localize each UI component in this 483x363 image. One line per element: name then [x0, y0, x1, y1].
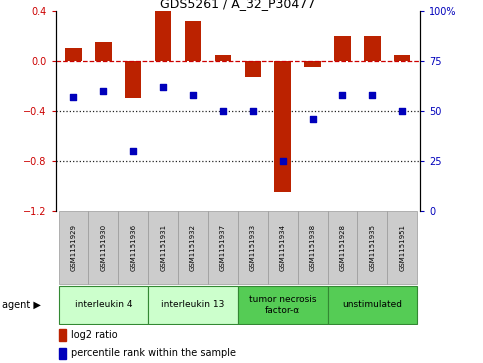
Bar	[148, 286, 238, 324]
Text: tumor necrosis
factor-α: tumor necrosis factor-α	[249, 295, 316, 315]
Bar	[304, 61, 321, 67]
Point	[279, 158, 286, 163]
Text: log2 ratio: log2 ratio	[71, 330, 118, 340]
Point	[249, 108, 256, 114]
Text: GSM1151930: GSM1151930	[100, 224, 106, 271]
Point	[309, 116, 316, 122]
Bar	[298, 211, 327, 284]
Text: GSM1151929: GSM1151929	[71, 224, 76, 271]
Text: interleukin 13: interleukin 13	[161, 301, 225, 309]
Text: GSM1151933: GSM1151933	[250, 224, 256, 271]
Bar	[274, 61, 291, 192]
Bar	[244, 61, 261, 77]
Bar	[95, 42, 112, 61]
Bar	[238, 211, 268, 284]
Text: GSM1151931: GSM1151931	[160, 224, 166, 271]
Text: unstimulated: unstimulated	[342, 301, 402, 309]
Point	[159, 84, 167, 90]
Bar	[58, 286, 148, 324]
Point	[189, 92, 197, 98]
Text: GSM1151936: GSM1151936	[130, 224, 136, 271]
Text: GSM1151928: GSM1151928	[340, 224, 345, 271]
Text: agent ▶: agent ▶	[2, 300, 41, 310]
Bar	[59, 330, 66, 341]
Bar	[238, 286, 327, 324]
Bar	[215, 54, 231, 61]
Text: GSM1151935: GSM1151935	[369, 224, 375, 271]
Text: GSM1151951: GSM1151951	[399, 224, 405, 271]
Text: GSM1151934: GSM1151934	[280, 224, 286, 271]
Bar	[364, 36, 381, 61]
Point	[398, 108, 406, 114]
Bar	[394, 54, 411, 61]
Bar	[387, 211, 417, 284]
Text: interleukin 4: interleukin 4	[74, 301, 132, 309]
Bar	[155, 11, 171, 61]
Bar	[178, 211, 208, 284]
Point	[129, 148, 137, 154]
Bar	[208, 211, 238, 284]
Text: GSM1151938: GSM1151938	[310, 224, 315, 271]
Bar	[327, 211, 357, 284]
Bar	[58, 211, 88, 284]
Bar	[88, 211, 118, 284]
Bar	[185, 21, 201, 61]
Bar	[65, 48, 82, 61]
Bar	[357, 211, 387, 284]
Point	[219, 108, 227, 114]
Title: GDS5261 / A_32_P30477: GDS5261 / A_32_P30477	[160, 0, 315, 10]
Point	[70, 94, 77, 100]
Bar	[125, 61, 142, 98]
Bar	[327, 286, 417, 324]
Point	[99, 88, 107, 94]
Text: GSM1151932: GSM1151932	[190, 224, 196, 271]
Point	[339, 92, 346, 98]
Bar	[268, 211, 298, 284]
Bar	[334, 36, 351, 61]
Point	[369, 92, 376, 98]
Bar	[148, 211, 178, 284]
Bar	[59, 348, 66, 359]
Text: GSM1151937: GSM1151937	[220, 224, 226, 271]
Bar	[118, 211, 148, 284]
Text: percentile rank within the sample: percentile rank within the sample	[71, 348, 236, 359]
